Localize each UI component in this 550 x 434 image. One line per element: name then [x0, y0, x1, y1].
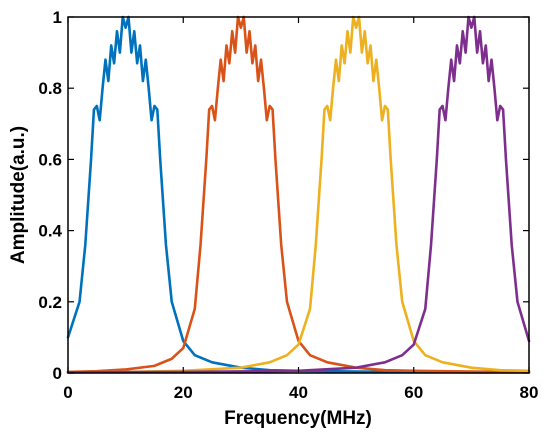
y-tick-label: 1: [53, 8, 62, 27]
x-tick-label: 20: [174, 383, 193, 402]
series-layer: [66, 15, 531, 374]
y-axis-label: Amplitude(a.u.): [8, 126, 29, 264]
y-tick-label: 0.6: [38, 150, 62, 169]
x-tick-label: 0: [63, 383, 72, 402]
series-line-4: [66, 15, 531, 374]
series-line-1: [66, 15, 531, 374]
series-line-2: [66, 15, 531, 374]
tick-layer: 0 20 40 60 80 0 0.2 0.4 0.6 0.8 1: [38, 8, 538, 402]
x-axis-label: Frequency(MHz): [224, 408, 372, 429]
x-tick-label: 80: [520, 383, 539, 402]
x-tick-label: 40: [289, 383, 308, 402]
series-line-3: [66, 15, 531, 374]
y-tick-label: 0.8: [38, 79, 62, 98]
plot-area-frame: [67, 16, 530, 374]
x-tick-label: 60: [404, 383, 423, 402]
y-tick-label: 0.2: [38, 293, 62, 312]
y-tick-label: 0: [53, 364, 62, 383]
y-tick-label: 0.4: [38, 222, 62, 241]
